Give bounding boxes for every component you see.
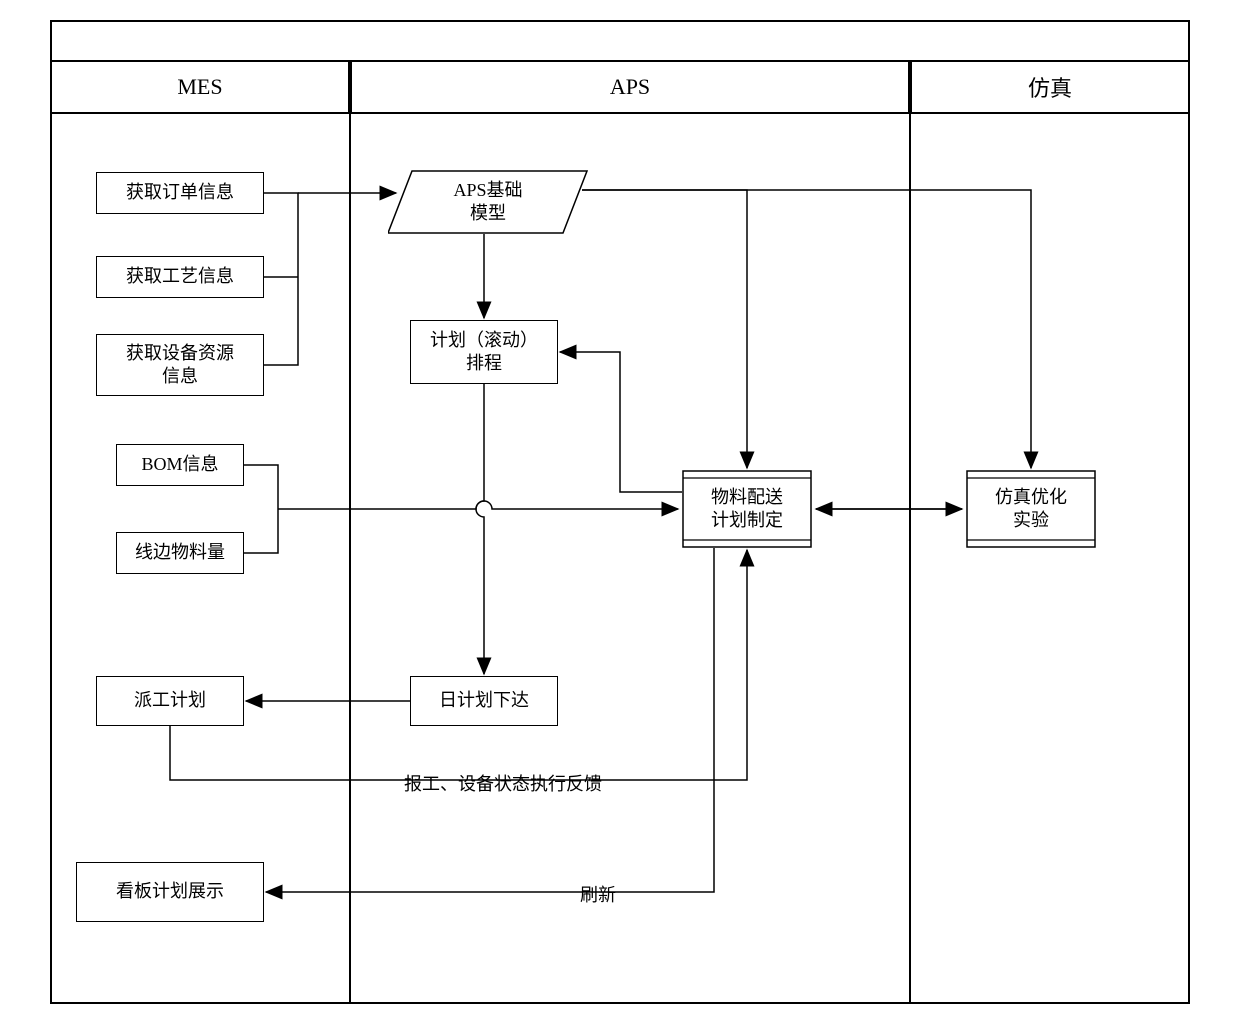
col-divider-1 <box>349 114 351 1004</box>
aps-model-text: APS基础 模型 <box>453 179 522 226</box>
mes7-text: 看板计划展示 <box>116 880 224 903</box>
mes-order-info-box: 获取订单信息 <box>96 172 264 214</box>
sim-experiment-box: 仿真优化 实验 <box>966 470 1096 548</box>
aps-material-plan-box: 物料配送 计划制定 <box>682 470 812 548</box>
aps-sched-text: 计划（滚动） 排程 <box>430 329 538 376</box>
swimlane-header-sim: 仿真 <box>910 60 1190 114</box>
swimlane-header-aps: APS <box>350 60 910 114</box>
mes3-text: 获取设备资源 信息 <box>126 342 234 389</box>
mes6-text: 派工计划 <box>134 689 206 712</box>
mes-dispatch-plan-box: 派工计划 <box>96 676 244 726</box>
col3-label: 仿真 <box>1028 71 1072 103</box>
aps-base-model-box: APS基础 模型 <box>400 170 576 234</box>
refresh-label: 刷新 <box>576 881 620 907</box>
mes-line-material-box: 线边物料量 <box>116 532 244 574</box>
mes-bom-info-box: BOM信息 <box>116 444 244 486</box>
aps-daily-text: 日计划下达 <box>439 689 529 712</box>
col2-label: APS <box>610 74 650 100</box>
aps-rolling-schedule-box: 计划（滚动） 排程 <box>410 320 558 384</box>
swimlane-header-mes: MES <box>50 60 350 114</box>
col-divider-2 <box>909 114 911 1004</box>
mes2-text: 获取工艺信息 <box>126 265 234 288</box>
mes-kanban-display-box: 看板计划展示 <box>76 862 264 922</box>
mes-process-info-box: 获取工艺信息 <box>96 256 264 298</box>
feedback-label: 报工、设备状态执行反馈 <box>400 770 606 796</box>
col1-label: MES <box>177 74 222 100</box>
mes5-text: 线边物料量 <box>135 541 225 564</box>
mes1-text: 获取订单信息 <box>126 181 234 204</box>
aps-daily-plan-box: 日计划下达 <box>410 676 558 726</box>
mes-equipment-info-box: 获取设备资源 信息 <box>96 334 264 396</box>
aps-material-text: 物料配送 计划制定 <box>711 486 783 533</box>
sim-exp-text: 仿真优化 实验 <box>995 486 1067 533</box>
mes4-text: BOM信息 <box>141 453 218 476</box>
